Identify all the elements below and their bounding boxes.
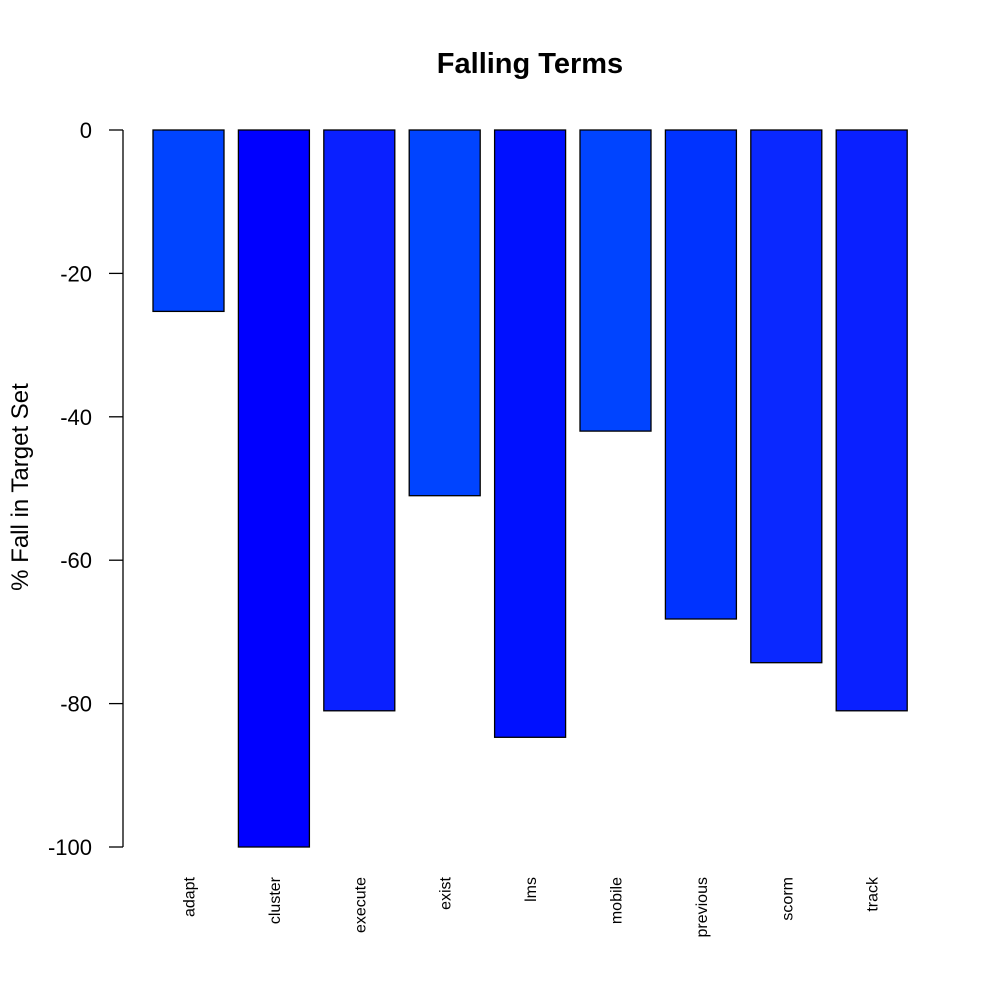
- x-tick-label-scorm: scorm: [779, 877, 796, 921]
- x-tick-label-adapt: adapt: [182, 876, 199, 917]
- bar-exist: [408, 129, 481, 497]
- y-tick-label: -80: [60, 692, 92, 717]
- chart-title: Falling Terms: [437, 48, 623, 80]
- x-tick-label-previous: previous: [694, 877, 711, 937]
- x-tick-labels: adapt cluster execute exist lms mobile previou…: [182, 876, 882, 937]
- x-tick-label-execute: execute: [352, 877, 369, 933]
- x-tick-label-lms: lms: [523, 877, 540, 902]
- y-tick-label: -40: [60, 405, 92, 430]
- bar-lms: [493, 129, 567, 738]
- x-tick-label-exist: exist: [438, 876, 455, 909]
- y-tick-label: -100: [48, 835, 92, 860]
- x-tick-label-cluster: cluster: [267, 876, 284, 924]
- bars-group: [152, 129, 908, 848]
- y-tick-label: 0: [80, 118, 92, 143]
- bar-adapt: [152, 129, 225, 313]
- bar-previous: [664, 129, 738, 620]
- bar-track: [835, 129, 908, 712]
- bar-mobile: [579, 129, 652, 432]
- y-tick-label: -20: [60, 261, 92, 286]
- y-tick-label: -60: [60, 548, 92, 573]
- x-tick-label-mobile: mobile: [609, 877, 626, 924]
- bar-cluster: [237, 129, 311, 848]
- y-axis-label: % Fall in Target Set: [7, 383, 34, 591]
- y-axis: 0 -20 -40 -60 -80 -100: [48, 118, 124, 860]
- bar-execute: [323, 129, 396, 712]
- x-tick-label-track: track: [865, 876, 882, 912]
- bar-scorm: [750, 129, 823, 664]
